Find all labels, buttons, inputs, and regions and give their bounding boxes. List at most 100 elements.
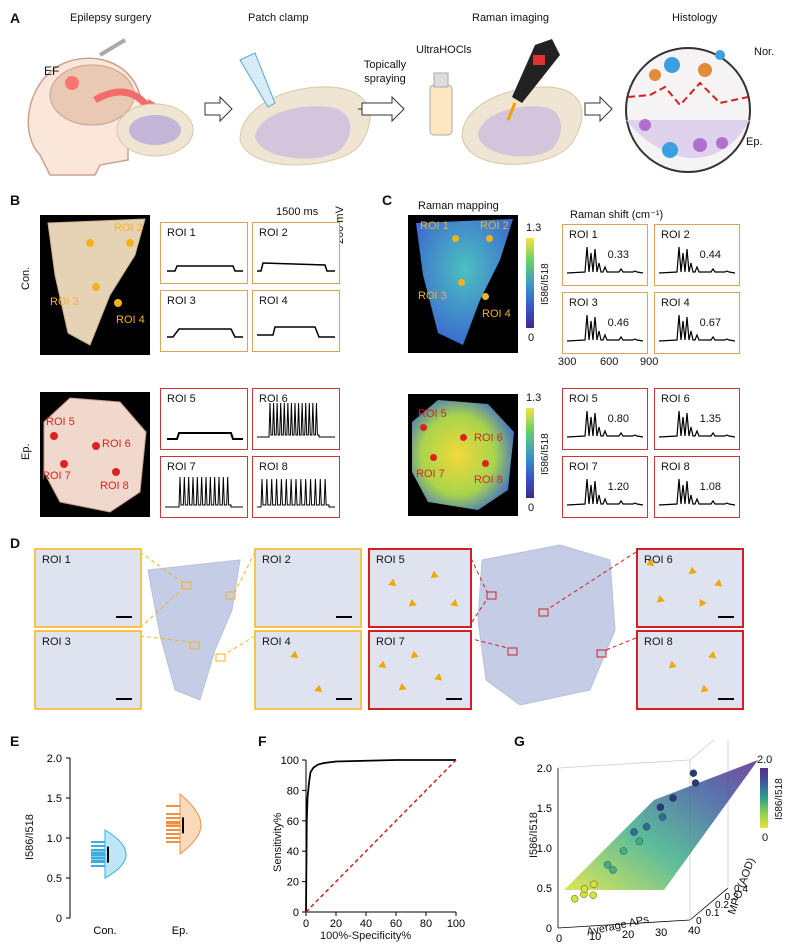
- f-xtick-label: 100: [447, 918, 465, 930]
- panel-b-letter: B: [10, 192, 21, 208]
- trace-box-roi-1: ROI 1: [160, 222, 248, 284]
- histo-roi-7: ROI 7: [368, 630, 472, 710]
- raman-spectrum-line: [566, 410, 644, 438]
- con-colorbar: [526, 238, 534, 328]
- raman-spectrum-line: [658, 246, 736, 274]
- map-roi-7: ROI 7: [416, 468, 445, 480]
- f-ytick-label: 0: [293, 907, 299, 919]
- con-roi-markers: [40, 215, 150, 355]
- ep-colorbar-max: 1.3: [526, 392, 542, 404]
- ef-label: EF: [44, 64, 60, 78]
- scale-time-label: 1500 ms: [276, 206, 319, 218]
- histo-roi-2: ROI 2: [254, 548, 362, 628]
- ep-photo-roi-8: ROI 8: [100, 480, 129, 492]
- step-patch-clamp: Patch clamp: [248, 12, 309, 24]
- pipette-illustration: [239, 52, 276, 108]
- chart-e: 0 0.5 1.0 1.5 2.0 Con. Ep.: [47, 753, 202, 937]
- workflow-illustration: [27, 38, 751, 176]
- map-roi-4: ROI 4: [482, 308, 511, 320]
- f-ytick-label: 40: [287, 846, 299, 858]
- histo-roi-6: ROI 6: [636, 548, 744, 628]
- con-tissue-photo: [40, 215, 150, 355]
- g-ztick-label: 1.0: [537, 843, 552, 855]
- e-group-label: Ep.: [172, 925, 189, 937]
- histology-slices: [139, 544, 637, 706]
- g-frame: [689, 740, 715, 761]
- ep-photo-roi-6: ROI 6: [102, 438, 131, 450]
- g-xtick-label: 0: [556, 933, 562, 945]
- ep-photo-roi-7: ROI 7: [42, 470, 71, 482]
- con-photo-roi-2: ROI 2: [114, 222, 143, 234]
- g-data-point: [603, 861, 612, 869]
- g-data-point: [630, 828, 638, 836]
- panel-a-letter: A: [10, 10, 21, 26]
- f-ylabel: Sensitivity%: [272, 812, 284, 872]
- g-data-point: [635, 837, 644, 845]
- ep-label: Ep.: [746, 136, 763, 148]
- con-colorbar-max: 1.3: [526, 222, 542, 234]
- g-x-axis: [557, 919, 691, 929]
- step-raman-imaging: Raman imaging: [472, 12, 550, 24]
- panel-c-letter: C: [382, 192, 393, 208]
- nor-label: Nor.: [754, 46, 775, 58]
- flow-arrow-3: [584, 95, 613, 123]
- e-ylabel: I586/I518: [24, 814, 36, 860]
- f-xlabel: 100%-Specificity%: [320, 930, 412, 942]
- spectrum-box-roi-6: ROI 6 1.35: [654, 388, 740, 450]
- g-ytick-label: 0.3: [725, 892, 739, 903]
- f-xtick-label: 60: [390, 918, 402, 930]
- e-ytick-label: 1.0: [47, 833, 62, 845]
- violin-shape: [179, 792, 202, 855]
- g-colorbar-label: I586/I518: [774, 778, 785, 820]
- g-xtick-label: 40: [688, 925, 700, 937]
- violin-shape: [104, 829, 127, 879]
- g-data-point: [642, 823, 651, 831]
- g-data-point: [619, 847, 628, 855]
- shift-tick-600: 600: [600, 356, 619, 368]
- trace-box-roi-6: ROI 6: [252, 388, 340, 450]
- g-ztick-label: 1.5: [537, 803, 552, 815]
- boundary-line: [627, 81, 749, 107]
- spectrum-box-roi-2: ROI 2 0.44: [654, 224, 740, 286]
- raman-probe: [512, 39, 560, 103]
- f-xtick-label: 20: [330, 918, 342, 930]
- trace-roi-7-spikes: [165, 476, 243, 508]
- roc-curve: [305, 759, 456, 913]
- step-histology: Histology: [672, 12, 718, 24]
- raman-spectrum-line: [566, 314, 644, 342]
- spectrum-box-roi-8: ROI 8 1.08: [654, 456, 740, 518]
- raman-shift-title: Raman shift (cm⁻¹): [570, 209, 664, 221]
- map-roi-2: ROI 2: [480, 220, 509, 232]
- g-ytick-label: 0.2: [715, 900, 729, 911]
- map-roi-5: ROI 5: [418, 408, 447, 420]
- f-xtick-label: 40: [360, 918, 372, 930]
- e-group-label: Con.: [93, 925, 116, 937]
- g-data-point: [669, 794, 677, 802]
- g-data-point: [656, 803, 665, 811]
- spectrum-box-roi-7: ROI 7 1.20: [562, 456, 648, 518]
- row-label-con: Con.: [20, 266, 32, 290]
- raman-spectrum-line: [658, 410, 736, 438]
- g-ytick-label: 0.4: [734, 884, 748, 895]
- con-raman-map: [408, 215, 518, 353]
- g-data-point: [689, 769, 698, 777]
- raman-spectrum-line: [658, 478, 736, 506]
- g-data-point: [590, 880, 598, 889]
- ep-histology-slice: [477, 544, 616, 706]
- spray-label: Topically spraying: [363, 59, 407, 85]
- f-ytick-label: 20: [287, 877, 299, 889]
- map-roi-3: ROI 3: [418, 290, 447, 302]
- raman-spectrum-line: [566, 246, 644, 274]
- g-ztick-label: 2.0: [537, 763, 552, 775]
- g-zlabel: I586/I518: [528, 812, 540, 858]
- histo-roi-4: ROI 4: [254, 630, 362, 710]
- trace-roi-6-spikes: [257, 402, 335, 438]
- row-label-ep: Ep.: [20, 443, 32, 460]
- con-colorbar-label: I586/I518: [540, 263, 551, 305]
- spike-trace: [257, 478, 335, 508]
- spike-trace: [257, 402, 335, 438]
- con-photo-roi-4: ROI 4: [116, 314, 145, 326]
- spray-bottle: [429, 84, 453, 136]
- trace-roi-8-spikes: [257, 478, 335, 508]
